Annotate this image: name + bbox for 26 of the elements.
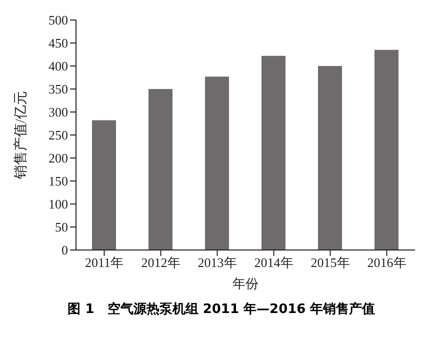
bar (205, 76, 229, 250)
bar (92, 120, 116, 250)
x-axis-title: 年份 (232, 276, 258, 291)
bar (148, 89, 172, 250)
y-axis-title: 销售产值/亿元 (12, 91, 29, 180)
y-tick-label: 150 (48, 174, 68, 189)
x-tick-label: 2016年 (367, 255, 406, 270)
bar (262, 56, 286, 250)
x-tick-label: 2015年 (310, 255, 350, 270)
x-tick-label: 2014年 (254, 255, 294, 270)
y-tick-label: 350 (48, 82, 68, 97)
x-tick-label: 2013年 (198, 255, 237, 270)
y-tick-label: 100 (48, 196, 68, 212)
x-tick-label: 2012年 (141, 255, 180, 270)
bar (318, 66, 342, 250)
y-tick-label: 200 (48, 150, 68, 166)
y-tick-label: 0 (62, 242, 68, 258)
y-tick-label: 250 (48, 128, 68, 143)
y-tick-label: 450 (48, 36, 68, 51)
x-tick-label: 2011年 (84, 255, 124, 270)
y-tick-label: 400 (48, 58, 68, 74)
bar (374, 50, 398, 250)
y-tick-label: 50 (55, 220, 68, 235)
y-tick-label: 300 (48, 104, 68, 120)
text: 图 1 空气源热泵机组 2011 年—2016 年销售产值 (66, 300, 376, 318)
y-tick-label: 500 (48, 12, 68, 28)
